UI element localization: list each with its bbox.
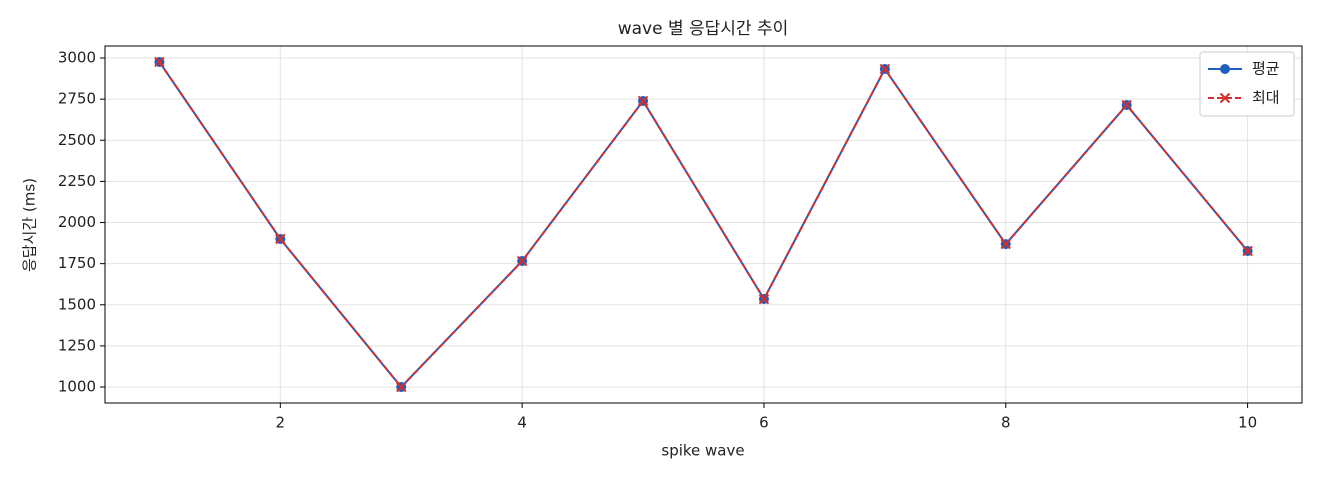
chart-title: wave 별 응답시간 추이 [618,19,789,39]
y-tick-label: 3000 [58,49,96,67]
y-axis-label: 응답시간 (ms) [21,178,39,272]
marker [1220,64,1230,74]
legend-label: 평균 [1252,60,1280,78]
y-tick-label: 1000 [58,378,96,396]
plot-frame [104,45,1303,404]
x-axis-label: spike wave [661,442,744,460]
marker [1242,245,1253,257]
marker [154,56,165,68]
x-tick-label: 4 [517,414,527,432]
y-tick-label: 1500 [58,295,96,313]
legend-box [1199,51,1295,117]
marker [637,95,649,107]
marker [1219,92,1231,104]
marker [516,255,528,267]
x-tick-label: 2 [276,414,286,432]
marker [1000,238,1011,250]
marker [275,233,286,245]
x-tick-label: 8 [1001,414,1011,432]
y-tick-label: 2500 [58,131,96,149]
y-tick-label: 2250 [58,172,96,190]
series-line [158,61,1249,389]
marker [1121,99,1132,111]
legend-label: 최대 [1252,89,1280,107]
y-tick-label: 2750 [58,90,96,108]
marker [758,293,770,305]
x-tick-label: 10 [1238,414,1257,432]
y-tick-label: 1250 [58,336,96,354]
marker [879,63,891,75]
y-tick-label: 1750 [58,254,96,272]
y-tick-label: 2000 [58,213,96,231]
x-tick-label: 6 [759,414,769,432]
marker [396,381,407,393]
series-line [158,61,1249,389]
